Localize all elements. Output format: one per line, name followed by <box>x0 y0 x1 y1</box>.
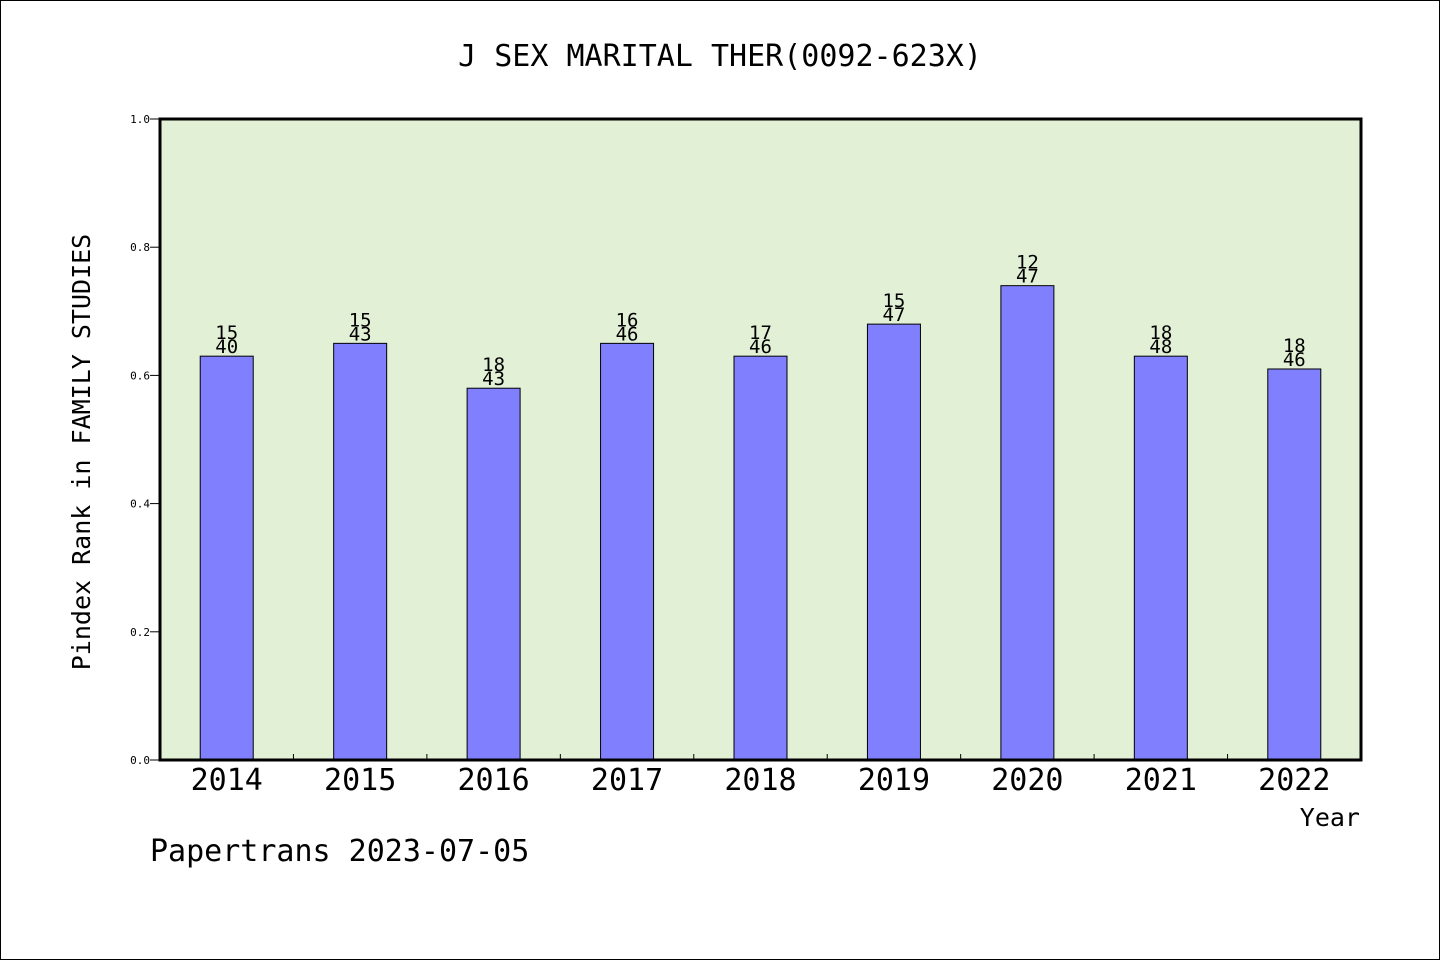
y-axis-label: Pindex Rank in FAMILY STUDIES <box>67 234 96 671</box>
x-tick-label-2015: 2015 <box>324 763 396 798</box>
bar-2016 <box>466 387 521 761</box>
rank-label-2019: 15 <box>882 290 905 312</box>
total-label-2019: 47 <box>882 304 905 326</box>
bar-2020 <box>1000 285 1055 761</box>
total-label-2017: 46 <box>616 323 639 345</box>
bar-2014 <box>199 355 254 761</box>
rank-label-2020: 12 <box>1016 252 1039 274</box>
y-tick-label-0.2: 0.2 <box>130 626 150 639</box>
total-label-2018: 46 <box>749 336 772 358</box>
y-tick-label-0.6: 0.6 <box>130 369 150 382</box>
total-label-2014: 40 <box>215 336 238 358</box>
x-tick-label-2022: 2022 <box>1258 763 1330 798</box>
x-tick-label-2019: 2019 <box>858 763 930 798</box>
total-label-2015: 43 <box>349 323 372 345</box>
y-tick-label-0.0: 0.0 <box>130 754 150 767</box>
chart-title: J SEX MARITAL THER(0092-623X) <box>458 39 982 74</box>
y-tick-label-0.4: 0.4 <box>130 498 150 511</box>
x-tick-label-2020: 2020 <box>991 763 1063 798</box>
x-axis-label: Year <box>1300 803 1360 832</box>
total-label-2021: 48 <box>1149 336 1172 358</box>
bar-2018 <box>733 355 788 761</box>
bar-2015 <box>333 342 388 761</box>
x-tick-label-2014: 2014 <box>191 763 263 798</box>
rank-label-2017: 16 <box>616 309 639 331</box>
bar-2019 <box>866 323 921 761</box>
x-tick-label-2016: 2016 <box>457 763 529 798</box>
total-label-2022: 46 <box>1283 349 1306 371</box>
y-tick-label-1.0: 1.0 <box>130 113 150 126</box>
bar-2021 <box>1133 355 1188 761</box>
x-axis: 2014 2015 2016 2017 2018 2019 2020 2021 2022 <box>191 754 1330 798</box>
bars-group <box>199 285 1322 761</box>
footer-note: Papertrans 2023-07-05 <box>150 834 530 869</box>
total-label-2020: 47 <box>1016 266 1039 288</box>
x-tick-label-2021: 2021 <box>1125 763 1197 798</box>
bar-2022 <box>1267 368 1322 761</box>
rank-label-2014: 15 <box>215 322 238 344</box>
rank-label-2016: 18 <box>482 354 505 376</box>
rank-label-2022: 18 <box>1283 335 1306 357</box>
bar-2017 <box>600 342 655 761</box>
rank-label-2018: 17 <box>749 322 772 344</box>
rank-label-2021: 18 <box>1149 322 1172 344</box>
x-tick-label-2018: 2018 <box>724 763 796 798</box>
y-axis: 0.0 0.2 0.4 0.6 0.8 1.0 <box>130 113 160 767</box>
plot-border <box>158 117 1363 762</box>
rank-label-2015: 15 <box>349 309 372 331</box>
x-tick-label-2017: 2017 <box>591 763 663 798</box>
y-tick-label-0.8: 0.8 <box>130 241 150 254</box>
total-label-2016: 43 <box>482 368 505 390</box>
